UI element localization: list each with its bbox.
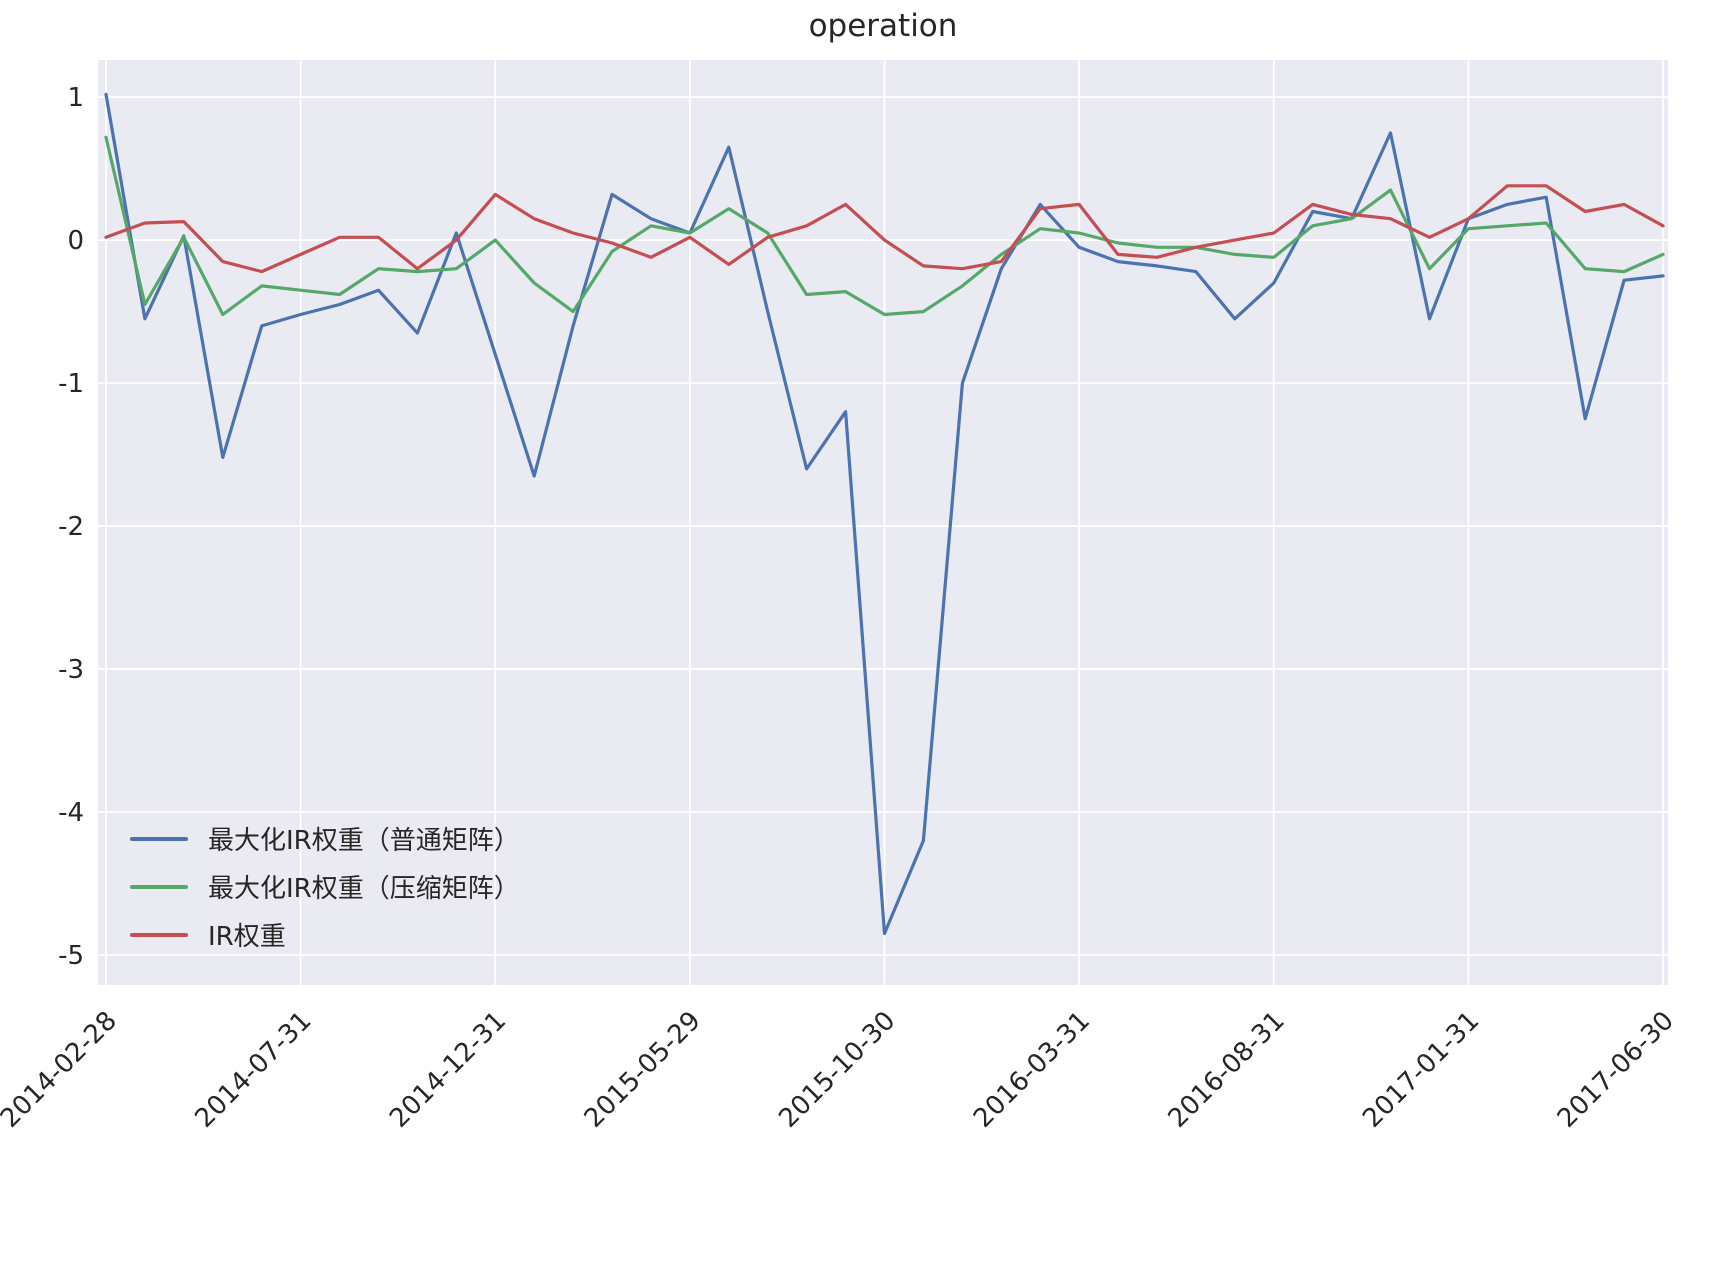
y-tick-label: -1: [58, 369, 84, 399]
x-tick-label: 2015-05-29: [579, 1006, 707, 1134]
y-tick-label: 1: [67, 83, 84, 113]
x-tick-label: 2015-10-30: [773, 1006, 901, 1134]
y-tick-label: -2: [58, 512, 84, 542]
y-tick-label: -3: [58, 655, 84, 685]
legend: 最大化IR权重（普通矩阵） 最大化IR权重（压缩矩阵） IR权重: [130, 822, 520, 952]
x-tick-label: 2014-07-31: [190, 1006, 318, 1134]
x-tick-label: 2016-08-31: [1163, 1006, 1291, 1134]
legend-item-series-0: 最大化IR权重（普通矩阵）: [130, 822, 520, 856]
series-line-red: [104, 184, 1665, 274]
legend-label-series-0: 最大化IR权重（普通矩阵）: [208, 826, 520, 856]
legend-label-series-1: 最大化IR权重（压缩矩阵）: [208, 874, 520, 904]
y-tick-label: -5: [58, 941, 84, 971]
y-tick-label: -4: [58, 798, 84, 828]
legend-line-swatch-blue: [130, 836, 188, 841]
x-tick-label: 2017-01-31: [1357, 1006, 1485, 1134]
chart-title: operation: [808, 8, 958, 44]
x-tick-label: 2014-02-28: [0, 1006, 123, 1134]
x-tick-label: 2014-12-31: [384, 1006, 512, 1134]
x-tick-label: 2016-03-31: [968, 1006, 1096, 1134]
series-line-green: [104, 135, 1665, 317]
series-line-blue: [104, 92, 1665, 936]
legend-line-swatch-green: [130, 884, 188, 889]
legend-label-series-2: IR权重: [208, 922, 286, 952]
legend-line-swatch-red: [130, 932, 188, 937]
x-tick-label: 2017-06-30: [1552, 1006, 1680, 1134]
legend-item-series-2: IR权重: [130, 918, 520, 952]
y-tick-label: 0: [67, 226, 84, 256]
legend-item-series-1: 最大化IR权重（压缩矩阵）: [130, 870, 520, 904]
